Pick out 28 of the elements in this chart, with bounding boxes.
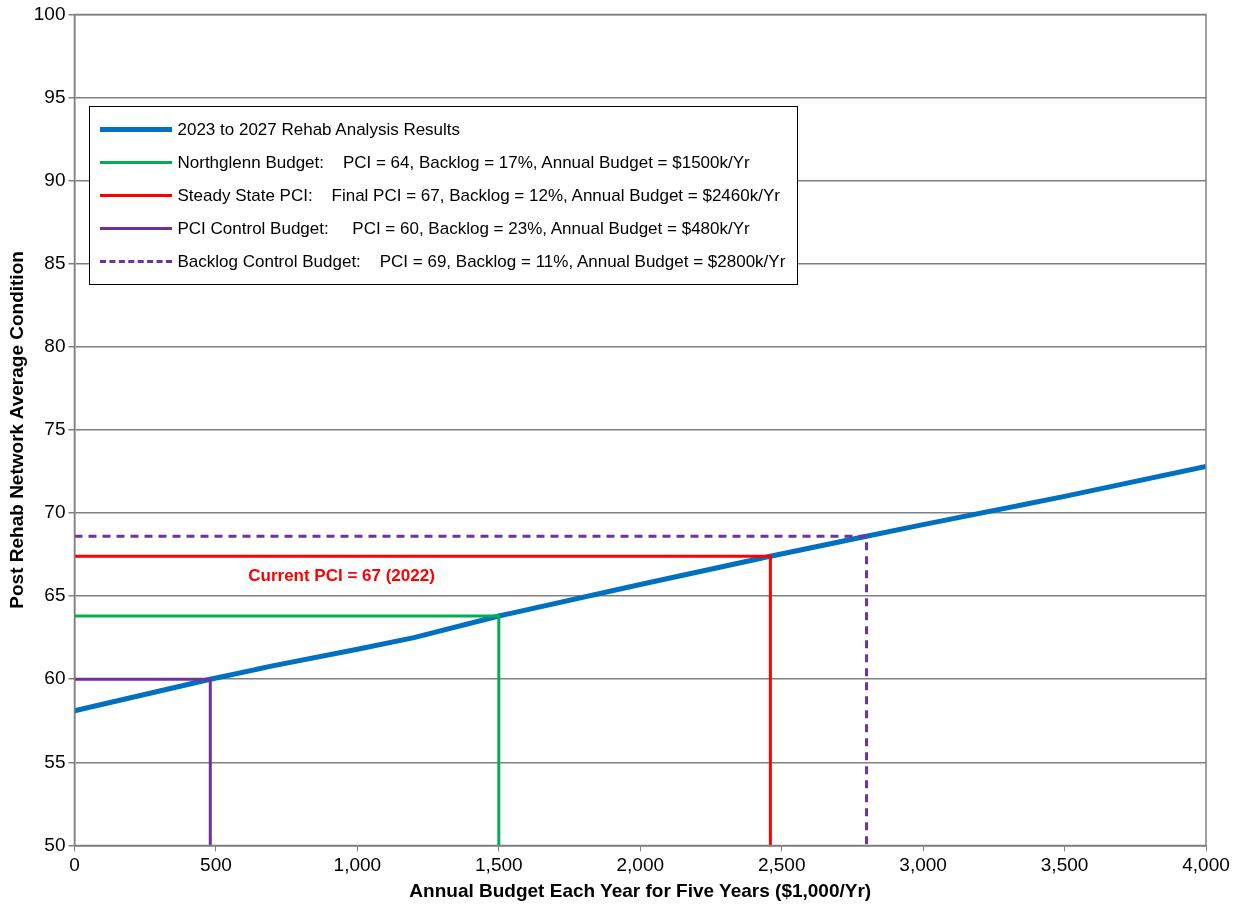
- x-tick-label: 3,500: [1040, 854, 1089, 876]
- legend-label: 2023 to 2027 Rehab Analysis Results: [177, 119, 461, 140]
- x-tick-label: 4,000: [1182, 854, 1230, 876]
- y-tick-label: 65: [44, 584, 66, 606]
- x-tick-label: 0: [69, 854, 80, 876]
- y-tick-label: 90: [44, 168, 66, 190]
- y-axis-title: Post Rehab Network Average Condition: [5, 251, 27, 609]
- y-tick-label: 70: [44, 501, 66, 523]
- x-tick-label: 1,000: [333, 854, 382, 876]
- y-tick-label: 95: [44, 85, 66, 107]
- x-tick-label: 2,500: [757, 854, 806, 876]
- legend-label: Northglenn Budget: PCI = 64, Backlog = 17%, Annual Budget = $1500k/Yr: [177, 152, 750, 173]
- y-tick-label: 80: [44, 335, 66, 357]
- y-tick-label: 75: [44, 418, 66, 440]
- legend-label: PCI Control Budget: PCI = 60, Backlog = 23%, Annual Budget = $480k/Yr: [177, 218, 750, 239]
- x-axis-title: Annual Budget Each Year for Five Years ($1,000/Yr): [409, 879, 872, 901]
- y-tick-label: 50: [44, 833, 66, 855]
- y-tick-label: 60: [44, 667, 66, 689]
- x-tick-label: 3,000: [899, 854, 947, 876]
- x-tick-label: 500: [200, 854, 232, 876]
- y-tick-label: 100: [33, 2, 66, 24]
- legend-label: Steady State PCI: Final PCI = 67, Backlog = 12%, Annual Budget = $2460k/Yr: [177, 185, 780, 206]
- legend-label: Backlog Control Budget: PCI = 69, Backlog = 11%, Annual Budget = $2800k/Yr: [177, 251, 786, 272]
- x-tick-label: 2,000: [616, 854, 665, 876]
- y-tick-label: 85: [44, 251, 66, 273]
- y-tick-label: 55: [44, 750, 66, 772]
- x-tick-label: 1,500: [475, 854, 523, 876]
- annotation: Current PCI = 67 (2022): [248, 565, 435, 585]
